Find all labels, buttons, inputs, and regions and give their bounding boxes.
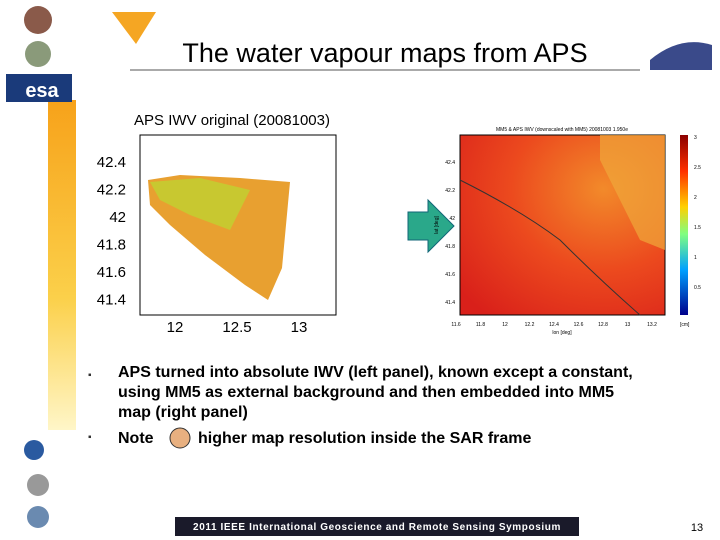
y-tick-label: 41.4 [97,292,126,309]
x-tick-label: 12 [502,322,508,328]
bullet: higher map resolution inside the SAR fra… [198,430,532,447]
y-tick-label: 41.6 [445,272,455,278]
right-map [600,135,665,250]
colorbar-tick: 2.5 [694,165,701,171]
coastline [459,179,641,316]
x-tick-label: 13.2 [647,322,657,328]
side-bar [48,100,76,430]
y-tick-label: 42.2 [445,188,455,194]
y-tick-label: 42 [449,216,455,222]
y-axis-label: lat [deg] [434,215,440,233]
y-tick-label: 41.8 [97,237,126,254]
x-tick-label: 12.6 [574,322,584,328]
logo [650,42,712,70]
logo-text: esa [25,80,59,102]
y-tick-label: 42 [109,209,126,226]
x-tick-label: 12 [167,319,184,336]
x-tick-label: 11.6 [451,322,461,328]
colorbar-tick: 2 [694,195,697,201]
footer-banner [175,517,579,536]
x-tick-label: 11.8 [476,322,486,328]
y-tick-label: 42.4 [445,160,455,166]
footer: 2011 IEEE International Geoscience and R… [193,522,561,533]
left-panel-title: APS IWV original (20081003) [134,112,330,129]
y-tick-label: 41.6 [97,264,126,281]
bullet-marker: ▪ [88,432,92,443]
y-tick-label: 42.4 [97,154,126,171]
right-panel-title: MM5 & APS IWV (downscaled with MM5) 2008… [496,127,628,133]
logo [27,506,49,528]
x-tick-label: 13 [291,319,308,336]
left-map [150,178,250,230]
arrow [407,198,455,254]
note-icon [169,427,191,449]
y-tick-label: 42.2 [97,182,126,199]
colorbar-tick: 3 [694,135,697,141]
bullet: APS turned into absolute IWV (left panel… [118,364,633,421]
slide-title: The water vapour maps from APS [182,38,587,68]
logo [24,6,52,34]
triangle [112,12,156,44]
y-tick-label: 41.4 [445,300,455,306]
colorbar-tick: 1 [694,255,697,261]
x-tick-label: 12.5 [222,319,251,336]
x-tick-label: 12.4 [549,322,559,328]
logo [24,440,44,460]
x-axis-label: lon [deg] [552,330,572,336]
colorbar-tick: 1.5 [694,225,701,231]
esa-logo [6,74,72,102]
x-tick-label: 13 [625,322,631,328]
y-tick-label: 41.8 [445,244,455,250]
logo [27,474,49,496]
colorbar-unit: [cm] [680,322,690,328]
bullet: Note [118,430,154,447]
x-tick-label: 12.8 [598,322,608,328]
bullet-marker: ▪ [88,370,92,381]
x-tick-label: 12.2 [525,322,535,328]
page-number: 13 [691,522,703,534]
logo [25,41,51,67]
colorbar [680,135,688,315]
colorbar-tick: 0.5 [694,285,701,291]
